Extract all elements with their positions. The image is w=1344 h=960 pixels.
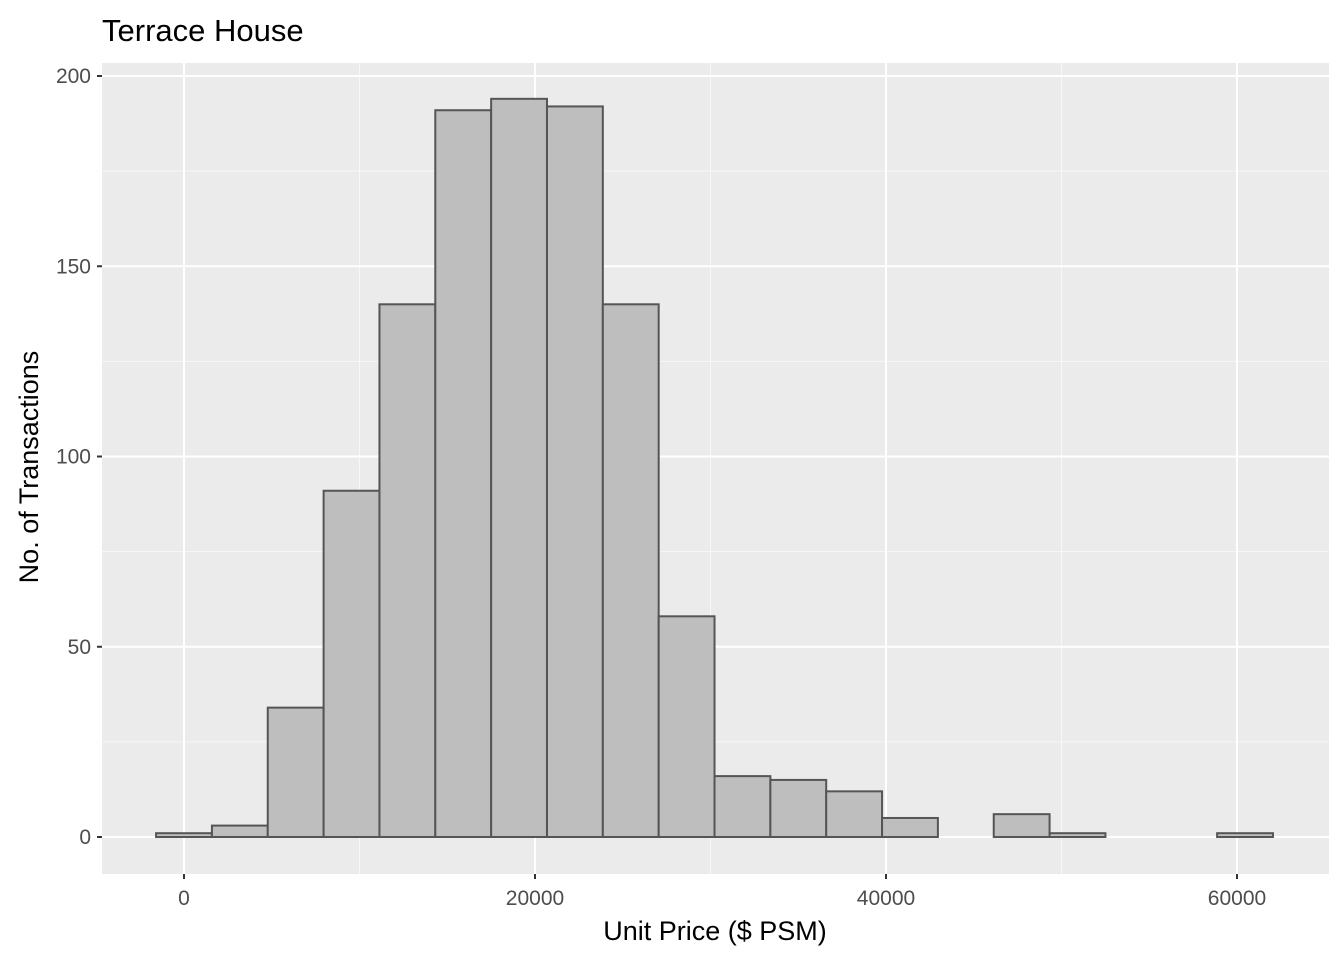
x-axis-ticks: 0 20000 40000 60000 <box>178 874 1266 910</box>
histogram-bar <box>434 109 493 839</box>
histogram-bar <box>545 105 604 838</box>
histogram-bar <box>825 790 884 839</box>
histogram-bar <box>713 775 772 838</box>
histogram-bar <box>769 778 828 838</box>
y-tick-label: 200 <box>56 65 91 88</box>
histogram-bar <box>657 615 716 838</box>
y-axis-title: No. of Transactions <box>14 351 44 584</box>
histogram-bar <box>1048 832 1107 839</box>
histogram-bar <box>490 97 548 838</box>
histogram-bar <box>1216 832 1274 839</box>
histogram-bar <box>266 706 325 838</box>
x-tick-label: 20000 <box>506 887 564 910</box>
histogram-bar <box>601 303 660 838</box>
histogram-bar <box>210 824 269 839</box>
y-tick-label: 50 <box>68 636 91 659</box>
x-tick-label: 0 <box>178 887 190 910</box>
histogram-bar <box>992 813 1051 838</box>
x-tick-label: 40000 <box>857 887 915 910</box>
y-tick-label: 0 <box>79 826 91 849</box>
y-axis-ticks: 0 50 100 150 200 <box>56 65 102 849</box>
histogram-bars <box>155 97 1274 839</box>
histogram-bar <box>378 303 437 838</box>
chart-title: Terrace House <box>102 13 304 48</box>
y-tick-label: 100 <box>56 446 91 469</box>
x-axis-title: Unit Price ($ PSM) <box>603 916 827 946</box>
x-tick-label: 60000 <box>1208 887 1266 910</box>
minor-gridlines <box>102 63 1329 874</box>
y-tick-label: 150 <box>56 255 91 278</box>
histogram-bar <box>881 816 939 838</box>
histogram-bar <box>155 832 213 839</box>
histogram-bar <box>322 489 381 838</box>
